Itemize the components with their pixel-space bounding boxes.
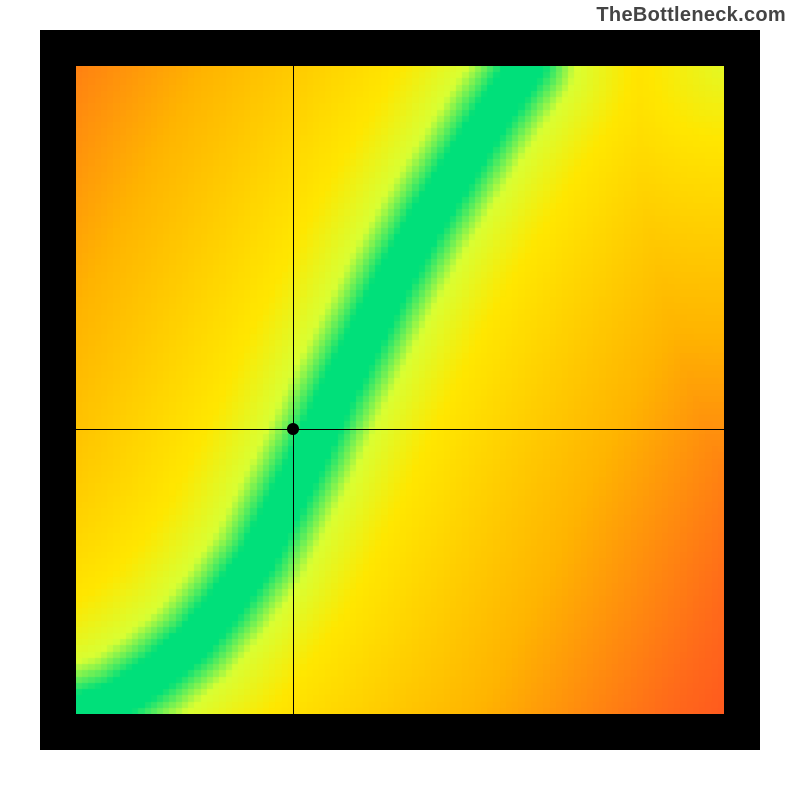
watermark-text: TheBottleneck.com [596, 4, 786, 27]
plot-area [76, 66, 724, 714]
crosshair-vertical [293, 66, 294, 714]
crosshair-horizontal [76, 429, 724, 430]
marker-dot [287, 423, 299, 435]
heatmap-canvas [76, 66, 724, 714]
outer-frame [40, 30, 760, 750]
